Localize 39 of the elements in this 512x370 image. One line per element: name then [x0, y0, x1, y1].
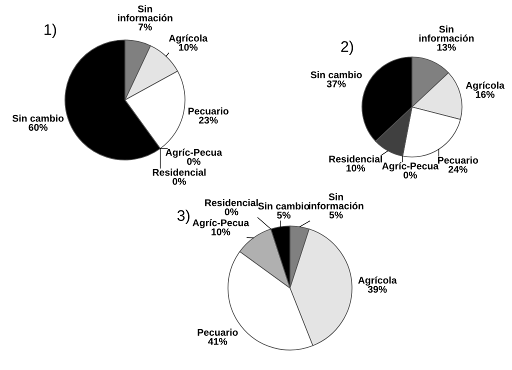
text: 3): [177, 210, 190, 224]
text: 0%: [404, 172, 417, 179]
slice-label: Residencial: [329, 155, 382, 162]
category-label: Agríc-Pecua: [382, 162, 439, 172]
slice-label: Sin cambio: [258, 202, 310, 210]
text: 1): [44, 24, 56, 38]
text: 0%: [172, 178, 186, 185]
text: 0%: [187, 158, 200, 165]
data-label: 10%: [346, 164, 366, 172]
slice-label: Sin información: [419, 25, 474, 42]
slice-label: Sin cambio: [12, 114, 64, 122]
data-label: 10%: [212, 228, 230, 236]
slice-label: Pecuario: [188, 107, 228, 115]
slice-label: Sin cambio: [310, 71, 362, 78]
legend-label: Residencial: [152, 168, 206, 176]
data-label: 60%: [28, 124, 48, 131]
text: 2): [341, 40, 354, 55]
slice-label: Sin información: [308, 193, 364, 210]
slice-label: Sin información: [118, 5, 172, 22]
data-label: 13%: [437, 44, 456, 51]
slice-label: Pecuario: [198, 328, 238, 336]
data-label: 24%: [448, 166, 468, 173]
data-label: 5%: [329, 212, 343, 218]
data-label: 41%: [208, 338, 228, 345]
data-label: 37%: [326, 80, 346, 88]
slice-label: Agrícola: [466, 82, 505, 91]
data-label: 7%: [138, 24, 152, 30]
slice-label: Pecuario: [438, 156, 478, 164]
data-label: 39%: [368, 286, 387, 293]
data-label: 10%: [179, 44, 198, 51]
slice-label: Agrícola: [168, 34, 208, 44]
legend-label: Agríc-Pecua: [166, 148, 222, 158]
slice-label: Agríc-Pecua: [192, 219, 250, 228]
text: 0%: [224, 208, 238, 216]
data-label: 16%: [476, 91, 495, 98]
category-label: Residencial: [205, 199, 258, 206]
slice-label: Agrícola: [358, 276, 397, 286]
data-label: 23%: [198, 116, 218, 124]
data-label: 5%: [277, 212, 291, 219]
